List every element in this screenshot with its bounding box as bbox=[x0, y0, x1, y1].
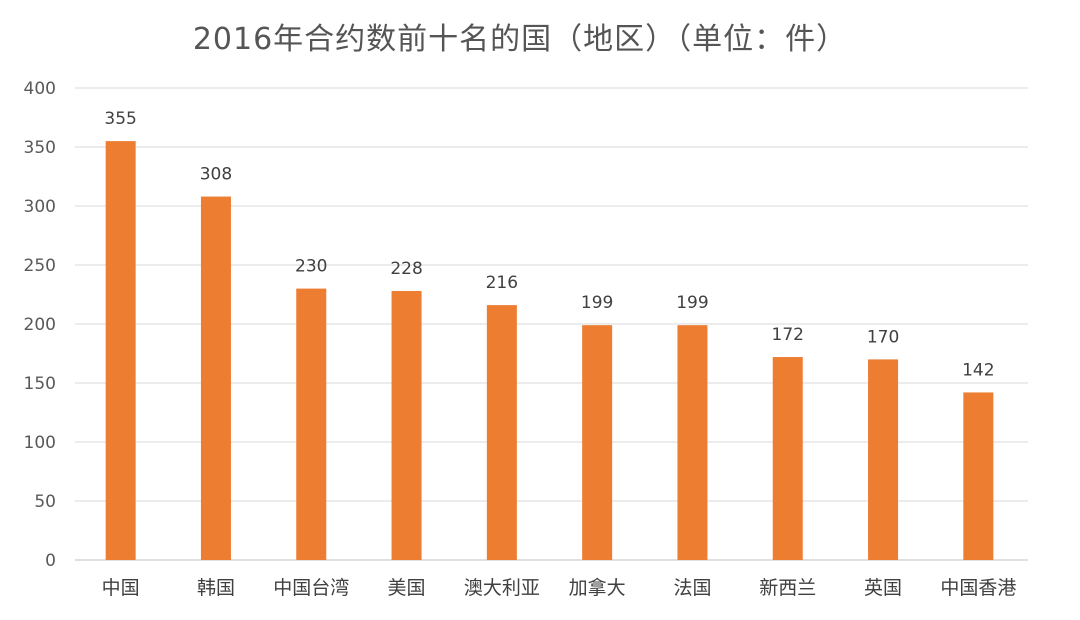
x-tick-label: 中国台湾 bbox=[273, 577, 349, 599]
y-tick-label: 300 bbox=[24, 197, 56, 217]
bar bbox=[105, 141, 136, 560]
y-tick-label: 350 bbox=[24, 138, 56, 158]
bar bbox=[296, 288, 327, 560]
x-tick-label: 美国 bbox=[388, 577, 426, 599]
y-tick-label: 50 bbox=[34, 492, 56, 512]
data-label: 228 bbox=[390, 259, 422, 279]
bar bbox=[677, 325, 708, 560]
data-label: 170 bbox=[867, 327, 899, 347]
data-label: 355 bbox=[104, 109, 136, 129]
y-tick-label: 200 bbox=[24, 315, 56, 335]
data-label: 216 bbox=[486, 273, 518, 293]
data-label: 230 bbox=[295, 257, 327, 277]
x-tick-label: 新西兰 bbox=[759, 577, 816, 599]
bar bbox=[200, 196, 231, 560]
x-tick-label: 英国 bbox=[864, 577, 902, 599]
bar bbox=[486, 305, 517, 560]
y-tick-label: 150 bbox=[24, 374, 56, 394]
bar bbox=[868, 359, 899, 560]
bar bbox=[772, 357, 803, 560]
x-tick-label: 中国香港 bbox=[940, 577, 1016, 599]
x-tick-label: 韩国 bbox=[197, 577, 235, 599]
x-tick-label: 澳大利亚 bbox=[464, 577, 540, 599]
bar bbox=[963, 392, 994, 560]
x-tick-label: 中国 bbox=[102, 577, 140, 599]
y-tick-label: 0 bbox=[45, 551, 56, 571]
y-tick-label: 250 bbox=[24, 256, 56, 276]
y-tick-label: 400 bbox=[24, 79, 56, 99]
data-label: 142 bbox=[962, 360, 994, 380]
data-label: 308 bbox=[200, 165, 232, 185]
data-label: 199 bbox=[581, 293, 613, 313]
data-label: 199 bbox=[676, 293, 708, 313]
data-label: 172 bbox=[772, 325, 804, 345]
x-tick-label: 法国 bbox=[673, 577, 711, 599]
bar bbox=[391, 290, 422, 560]
chart-title: 2016年合约数前十名的国（地区）（单位：件） bbox=[192, 22, 848, 57]
x-tick-label: 加拿大 bbox=[569, 576, 626, 599]
bar bbox=[582, 325, 613, 560]
y-tick-label: 100 bbox=[24, 433, 56, 453]
